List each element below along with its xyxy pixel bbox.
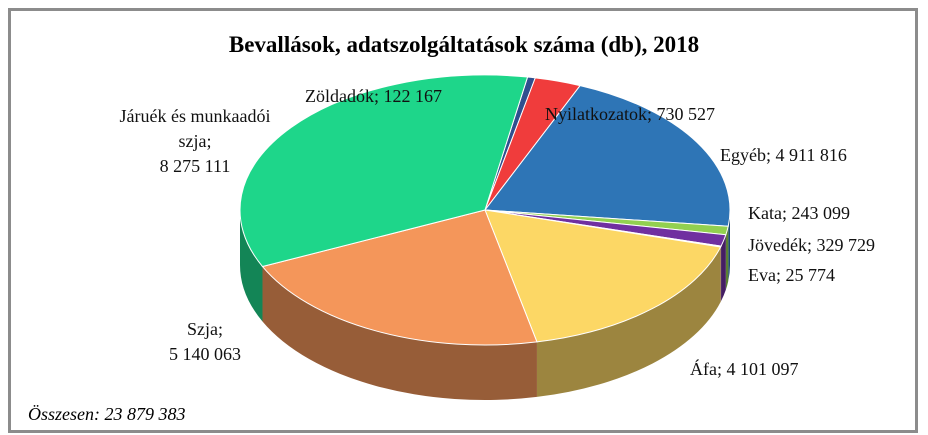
label-separator: ;	[765, 145, 771, 165]
label-separator: ;	[781, 203, 787, 223]
slice-side	[728, 210, 730, 282]
slice-side	[536, 247, 721, 397]
label-separator: ;	[806, 235, 812, 255]
data-label: Zöldadók; 122 167	[305, 84, 442, 109]
data-label: Kata; 243 099	[748, 201, 850, 226]
label-separator: ;	[217, 319, 223, 339]
label-category: Járuék és munkaadói szja	[119, 106, 271, 151]
data-label: Nyilatkozatok; 730 527	[545, 102, 715, 127]
slice	[261, 209, 538, 346]
label-category: Eva	[748, 265, 776, 285]
label-separator: ;	[775, 265, 781, 285]
label-value: 122 167	[383, 86, 443, 106]
label-value: 4 101 097	[726, 359, 799, 379]
slice-side	[725, 226, 729, 290]
slice-side	[240, 210, 263, 322]
label-value: 25 774	[785, 265, 836, 285]
label-value: 730 527	[656, 104, 716, 124]
total: Összesen: 23 879 383	[28, 404, 186, 425]
slice-side	[721, 234, 726, 302]
total-caption: Összesen:	[28, 404, 100, 424]
label-value: 8 275 111	[159, 156, 231, 176]
label-category: Nyilatkozatok	[545, 104, 647, 124]
slice	[484, 85, 731, 227]
slice	[239, 74, 529, 268]
label-separator: ;	[716, 359, 722, 379]
label-category: Egyéb	[720, 145, 766, 165]
slice	[484, 209, 722, 343]
label-value: 5 140 063	[169, 344, 241, 364]
frame	[8, 8, 918, 433]
label-value: 329 729	[816, 235, 876, 255]
label-category: Kata	[748, 203, 782, 223]
slice-side	[262, 266, 537, 400]
data-label: Járuék és munkaadói szja; 8 275 111	[105, 104, 285, 179]
data-label: Eva; 25 774	[748, 263, 835, 288]
label-category: Zöldadók	[305, 86, 374, 106]
data-label: Jövedék; 329 729	[748, 233, 875, 258]
data-label: Egyéb; 4 911 816	[720, 143, 847, 168]
label-value: 243 099	[791, 203, 851, 223]
data-label: Áfa; 4 101 097	[690, 357, 799, 382]
label-separator: ;	[374, 86, 380, 106]
total-value: 23 879 383	[104, 404, 186, 424]
label-value: 4 911 816	[775, 145, 847, 165]
label-separator: ;	[646, 104, 652, 124]
label-category: Jövedék	[748, 235, 807, 255]
chart-title: Bevallások, adatszolgáltatások száma (db…	[228, 32, 700, 57]
label-category: Áfa	[690, 359, 717, 379]
data-label: Szja; 5 140 063	[135, 317, 275, 367]
label-separator: ;	[206, 131, 212, 151]
label-category: Szja	[186, 319, 218, 339]
